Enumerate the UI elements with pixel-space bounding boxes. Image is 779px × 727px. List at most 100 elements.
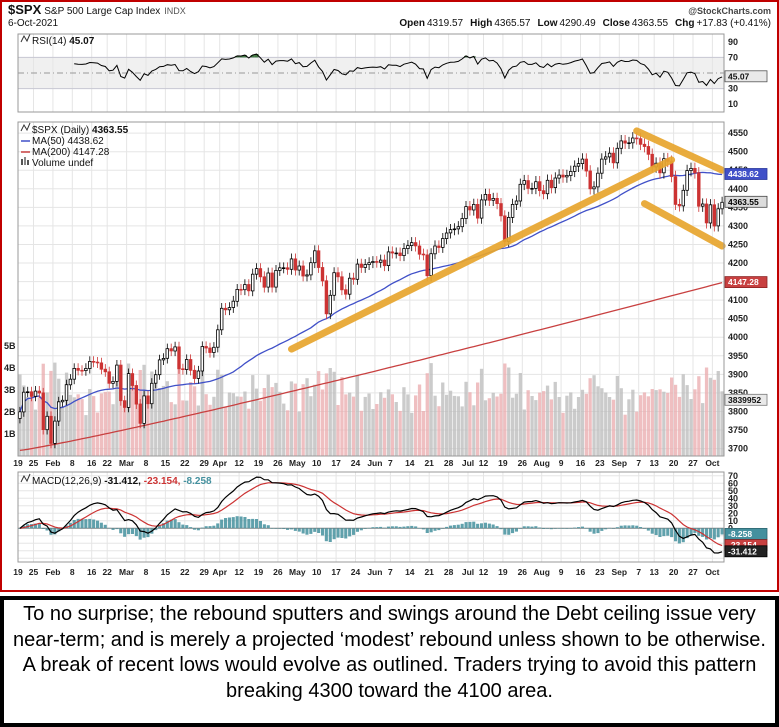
macd-legend: MACD(12,26,9) -31.412, -23.154, -8.258 xyxy=(20,473,212,487)
svg-text:MA(200) 4147.28: MA(200) 4147.28 xyxy=(32,147,110,158)
value-box: 4438.62 xyxy=(724,168,768,180)
svg-text:16: 16 xyxy=(87,567,97,577)
rsi-series: 90 70 30 10 45.07 RSI(14) 45.07 xyxy=(18,33,768,109)
macd-value-boxes: -8.258-23.154-31.412 xyxy=(724,527,768,558)
svg-text:50: 50 xyxy=(728,486,738,496)
svg-text:8: 8 xyxy=(70,567,75,577)
svg-text:12: 12 xyxy=(479,567,489,577)
svg-text:26: 26 xyxy=(518,567,528,577)
svg-text:9: 9 xyxy=(559,567,564,577)
stockcharts-credit: @StockCharts.com xyxy=(688,6,771,16)
svg-text:1B: 1B xyxy=(4,429,16,439)
svg-text:4250: 4250 xyxy=(728,240,748,250)
svg-text:Oct: Oct xyxy=(705,567,719,577)
svg-text:3850: 3850 xyxy=(728,388,748,398)
svg-text:Jul: Jul xyxy=(462,567,474,577)
svg-text:14: 14 xyxy=(405,567,415,577)
ma200-line xyxy=(19,281,723,452)
value-box: -8.258 xyxy=(724,527,768,540)
symbol: $SPX xyxy=(8,2,42,17)
high-value: 4365.57 xyxy=(494,18,531,29)
svg-text:Apr: Apr xyxy=(212,567,227,577)
chg-value: +17.83 (+0.41%) xyxy=(696,18,772,29)
svg-text:3B: 3B xyxy=(4,385,16,395)
svg-text:13: 13 xyxy=(649,567,659,577)
svg-text:Oct: Oct xyxy=(705,458,719,468)
svg-text:23: 23 xyxy=(595,567,605,577)
svg-text:10: 10 xyxy=(728,99,738,109)
svg-text:4400: 4400 xyxy=(728,184,748,194)
svg-text:Jun: Jun xyxy=(367,458,382,468)
panel-borders xyxy=(17,33,725,563)
svg-text:$SPX (Daily) 4363.55: $SPX (Daily) 4363.55 xyxy=(32,125,129,136)
svg-text:20: 20 xyxy=(669,458,679,468)
svg-text:19: 19 xyxy=(254,458,264,468)
svg-text:30: 30 xyxy=(728,501,738,511)
svg-text:May: May xyxy=(289,458,306,468)
svg-text:21: 21 xyxy=(424,458,434,468)
price-value-boxes: 4438.62 4363.55 4147.28 3839952 xyxy=(724,168,768,406)
svg-text:Jul: Jul xyxy=(462,458,474,468)
chg-label: Chg xyxy=(675,18,695,29)
svg-text:8: 8 xyxy=(144,567,149,577)
svg-text:60: 60 xyxy=(728,478,738,488)
svg-text:8: 8 xyxy=(144,458,149,468)
svg-text:4438.62: 4438.62 xyxy=(728,169,759,179)
svg-text:7: 7 xyxy=(388,458,393,468)
svg-text:5B: 5B xyxy=(4,341,16,351)
svg-text:9: 9 xyxy=(559,458,564,468)
svg-text:Sep: Sep xyxy=(612,567,628,577)
chart-header: $SPX S&P 500 Large Cap Index INDX @StockCh… xyxy=(2,2,777,30)
svg-text:3750: 3750 xyxy=(728,425,748,435)
svg-text:4B: 4B xyxy=(4,363,16,373)
svg-text:70: 70 xyxy=(728,52,738,62)
quote-line: Open 4319.57 High 4365.57 Low 4290.49 Close 436… xyxy=(392,18,771,30)
svg-text:3839952: 3839952 xyxy=(728,395,761,405)
svg-text:26: 26 xyxy=(273,458,283,468)
svg-text:20: 20 xyxy=(669,567,679,577)
svg-text:7: 7 xyxy=(636,458,641,468)
svg-text:10: 10 xyxy=(312,458,322,468)
ma50-line xyxy=(19,171,723,413)
svg-text:12: 12 xyxy=(479,458,489,468)
svg-text:4500: 4500 xyxy=(728,147,748,157)
svg-text:22: 22 xyxy=(180,458,190,468)
svg-text:16: 16 xyxy=(576,458,586,468)
svg-text:19: 19 xyxy=(498,567,508,577)
svg-text:70: 70 xyxy=(728,471,738,481)
svg-text:24: 24 xyxy=(351,567,361,577)
svg-text:10: 10 xyxy=(312,567,322,577)
svg-text:10: 10 xyxy=(728,516,738,526)
svg-text:45.07: 45.07 xyxy=(728,71,750,81)
svg-text:19: 19 xyxy=(498,458,508,468)
exchange-tag: INDX xyxy=(164,6,186,16)
svg-text:20: 20 xyxy=(728,508,738,518)
title-line: $SPX S&P 500 Large Cap Index INDX xyxy=(8,2,186,18)
svg-text:22: 22 xyxy=(102,567,112,577)
svg-text:25: 25 xyxy=(29,567,39,577)
svg-text:4550: 4550 xyxy=(728,128,748,138)
svg-text:4147.28: 4147.28 xyxy=(728,277,759,287)
value-box: 3839952 xyxy=(724,393,768,406)
svg-text:27: 27 xyxy=(688,567,698,577)
value-box: 45.07 xyxy=(724,70,768,83)
svg-text:30: 30 xyxy=(728,84,738,94)
x-axis-grid: 19 19 25 25 Feb Feb 8 8 16 16 22 22 Mar Mar 8 8 15 15 22 22… xyxy=(13,34,720,577)
svg-text:15: 15 xyxy=(161,458,171,468)
svg-text:Aug: Aug xyxy=(533,567,550,577)
candlesticks xyxy=(18,132,724,449)
svg-text:MA(50) 4438.62: MA(50) 4438.62 xyxy=(32,136,104,147)
svg-text:4000: 4000 xyxy=(728,332,748,342)
svg-text:3900: 3900 xyxy=(728,369,748,379)
svg-text:7: 7 xyxy=(388,567,393,577)
svg-text:Mar: Mar xyxy=(119,458,135,468)
svg-text:3800: 3800 xyxy=(728,407,748,417)
svg-text:24: 24 xyxy=(351,458,361,468)
svg-text:19: 19 xyxy=(254,567,264,577)
svg-text:2B: 2B xyxy=(4,407,16,417)
close-label: Close xyxy=(602,18,630,29)
svg-text:-31.412: -31.412 xyxy=(728,546,757,556)
svg-text:19: 19 xyxy=(13,458,23,468)
close-value: 4363.55 xyxy=(631,18,669,29)
high-label: High xyxy=(470,18,493,29)
